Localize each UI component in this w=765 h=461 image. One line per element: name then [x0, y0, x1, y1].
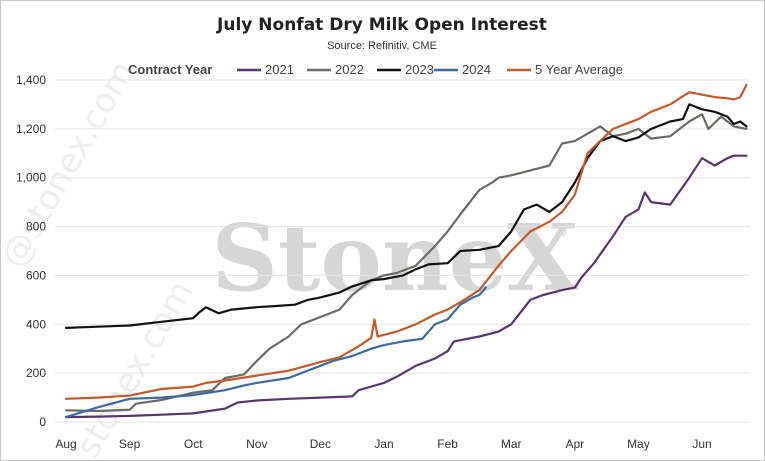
y-axis: 0 200 400 600 800 1,000 1,200 1,400 — [16, 73, 46, 429]
y-tick-label: 1,200 — [16, 122, 46, 136]
series-line — [64, 154, 748, 419]
legend-label: 5 Year Average — [535, 62, 623, 77]
chart-title: July Nonfat Dry Milk Open Interest — [216, 15, 547, 35]
legend-label: 2024 — [462, 62, 491, 77]
svg-text:®: ® — [556, 225, 568, 239]
x-tick-label: Feb — [437, 437, 458, 451]
x-tick-label: May — [627, 437, 650, 451]
series-line — [64, 286, 487, 419]
x-tick-label: Apr — [565, 437, 584, 451]
x-tick-label: Sep — [119, 437, 141, 451]
series-line — [64, 113, 748, 413]
y-tick-label: 0 — [39, 415, 46, 429]
svg-text:StoneX: StoneX — [211, 204, 579, 312]
x-tick-label: Jun — [692, 437, 711, 451]
x-tick-label: Nov — [246, 437, 267, 451]
legend-title: Contract Year — [128, 62, 212, 77]
series-line — [64, 83, 748, 400]
x-tick-label: Mar — [501, 437, 522, 451]
y-tick-label: 1,400 — [16, 73, 46, 87]
x-tick-label: Dec — [310, 437, 331, 451]
y-tick-label: 200 — [26, 366, 46, 380]
series-line — [64, 103, 748, 329]
x-tick-label: Aug — [55, 437, 76, 451]
y-tick-label: 400 — [26, 317, 46, 331]
y-tick-label: 600 — [26, 268, 46, 282]
chart-subtitle: Source: Refinitiv, CME — [327, 40, 437, 52]
y-tick-label: 800 — [26, 220, 46, 234]
x-tick-label: Oct — [184, 437, 203, 451]
x-tick-label: Jan — [374, 437, 393, 451]
legend-label: 2023 — [405, 62, 434, 77]
y-tick-label: 1,000 — [16, 171, 46, 185]
legend-label: 2022 — [335, 62, 364, 77]
legend-label: 2021 — [265, 62, 294, 77]
legend: Contract Year 2021 2022 2023 2024 5 Year Ave… — [128, 62, 623, 77]
series-group — [64, 83, 748, 419]
x-axis: Aug Sep Oct Nov Dec Jan Feb Mar Apr May Jun — [55, 437, 711, 451]
